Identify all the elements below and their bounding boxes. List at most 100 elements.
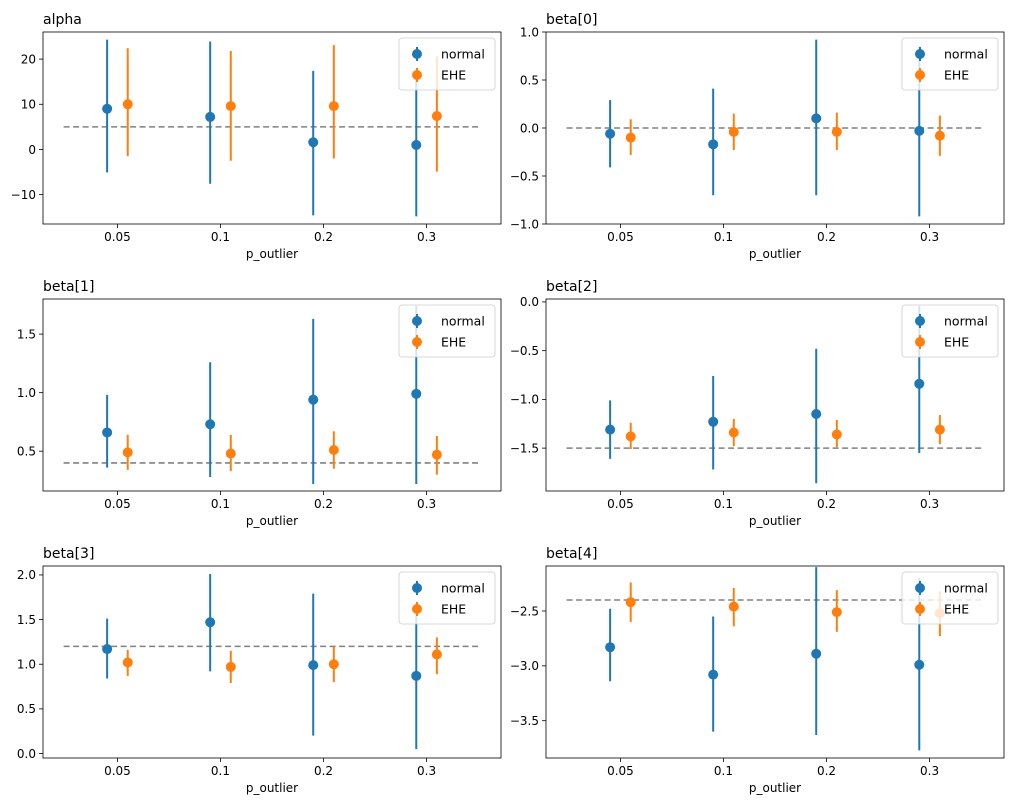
legend-ehe-marker: [412, 70, 422, 80]
normal-point: [102, 644, 113, 655]
legend-label: normal: [441, 314, 485, 329]
x-tick-label: 0.1: [211, 764, 230, 778]
legend-normal-marker: [412, 316, 422, 326]
legend-normal-marker: [915, 316, 925, 326]
axes-frame: [42, 31, 502, 225]
y-tick-label: −1.0: [510, 217, 539, 231]
normal-point: [914, 659, 925, 670]
chart-panel: beta[1] 0.5 1.0 1.5 0.05 0.1 0.2 0.3 p_outlier no…: [17, 279, 502, 528]
ehe-point: [831, 126, 842, 137]
ehe-point: [728, 601, 739, 612]
y-tick-label: 0.5: [17, 444, 36, 458]
legend-box: [398, 571, 496, 625]
ehe-point: [328, 101, 339, 112]
normal-point: [708, 139, 719, 150]
y-tick-label: −0.5: [510, 169, 539, 183]
x-tick-label: 0.2: [314, 230, 333, 244]
y-tick-label: 2.0: [17, 568, 36, 582]
x-axis-label: p_outlier: [246, 781, 298, 795]
legend-box: [901, 304, 999, 358]
legend-normal-marker: [412, 49, 422, 59]
x-tick-label: 0.2: [817, 497, 836, 511]
legend-ehe-marker: [915, 70, 925, 80]
ehe-point: [625, 132, 636, 143]
y-tick-label: −2.5: [510, 604, 539, 618]
legend: normal EHE: [398, 37, 496, 91]
x-tick-label: 0.2: [314, 497, 333, 511]
legend: normal EHE: [901, 37, 999, 91]
y-tick-label: 1.0: [17, 658, 36, 672]
x-axis-label: p_outlier: [246, 247, 298, 261]
normal-point: [708, 669, 719, 680]
chart-panel: beta[3] 0.0 0.5 1.0 1.5 2.0 0.05 0.1 0.2 0.3 p_out…: [17, 546, 502, 795]
x-tick-label: 0.3: [920, 497, 939, 511]
x-axis-label: p_outlier: [749, 514, 801, 528]
x-tick-label: 0.2: [314, 764, 333, 778]
ehe-point: [328, 445, 339, 456]
x-tick-label: 0.3: [417, 230, 436, 244]
legend-box: [398, 37, 496, 91]
normal-point: [605, 128, 616, 139]
ehe-point: [431, 649, 442, 660]
legend-ehe-marker: [412, 604, 422, 614]
chart-panel: beta[2] −1.5 −1.0 −0.5 0.0 0.05 0.1 0.2 0.3 p_out…: [510, 279, 1005, 528]
x-axis-label: p_outlier: [749, 247, 801, 261]
normal-point: [411, 670, 422, 681]
ehe-point: [225, 661, 236, 672]
ehe-point: [728, 427, 739, 438]
y-tick-label: 1.5: [17, 327, 36, 341]
normal-point: [811, 409, 822, 420]
legend-label: normal: [944, 314, 988, 329]
legend-ehe-marker: [915, 337, 925, 347]
x-tick-label: 0.1: [211, 230, 230, 244]
x-tick-label: 0.05: [607, 230, 634, 244]
y-tick-label: 0.0: [520, 295, 539, 309]
ehe-point: [225, 101, 236, 112]
chart-panel: alpha −10 0 10 20 0.05 0.1 0.2 0.3 p_outlier norma…: [11, 12, 502, 261]
y-tick-label: −3.5: [510, 714, 539, 728]
normal-point: [811, 648, 822, 659]
y-tick-label: 0.5: [17, 702, 36, 716]
legend-label: EHE: [944, 68, 969, 83]
legend-box: [901, 37, 999, 91]
legend-label: normal: [441, 581, 485, 596]
normal-point: [308, 137, 319, 148]
normal-point: [411, 388, 422, 399]
y-tick-label: −1.5: [510, 441, 539, 455]
ehe-point: [431, 111, 442, 122]
legend-label: EHE: [441, 335, 466, 350]
x-tick-label: 0.05: [607, 764, 634, 778]
normal-point: [205, 617, 216, 628]
chart-panel: beta[4] −3.5 −3.0 −2.5 0.05 0.1 0.2 0.3 p_outlie…: [510, 546, 1005, 795]
legend-label: EHE: [441, 602, 466, 617]
y-tick-label: 20: [21, 52, 36, 66]
normal-point: [605, 424, 616, 435]
x-tick-label: 0.05: [607, 497, 634, 511]
ehe-point: [328, 659, 339, 670]
legend-label: EHE: [944, 335, 969, 350]
ehe-point: [625, 597, 636, 608]
normal-point: [605, 642, 616, 653]
normal-point: [308, 660, 319, 671]
legend-box: [901, 571, 999, 625]
legend-label: EHE: [944, 602, 969, 617]
ehe-point: [831, 607, 842, 618]
y-tick-label: −3.0: [510, 659, 539, 673]
ehe-point: [122, 657, 133, 668]
x-tick-label: 0.05: [104, 497, 131, 511]
y-tick-label: −0.5: [510, 344, 539, 358]
chart-title: alpha: [43, 12, 82, 28]
x-tick-label: 0.3: [920, 230, 939, 244]
axes-frame: [545, 31, 1005, 225]
ehe-point: [122, 447, 133, 458]
x-tick-label: 0.3: [417, 497, 436, 511]
x-tick-label: 0.2: [817, 764, 836, 778]
x-tick-label: 0.05: [104, 230, 131, 244]
y-tick-label: −10: [11, 188, 36, 202]
normal-point: [914, 125, 925, 136]
x-tick-label: 0.1: [714, 230, 733, 244]
x-tick-label: 0.1: [714, 764, 733, 778]
y-tick-label: 0.0: [520, 121, 539, 135]
ehe-point: [934, 424, 945, 435]
ehe-point: [728, 126, 739, 137]
